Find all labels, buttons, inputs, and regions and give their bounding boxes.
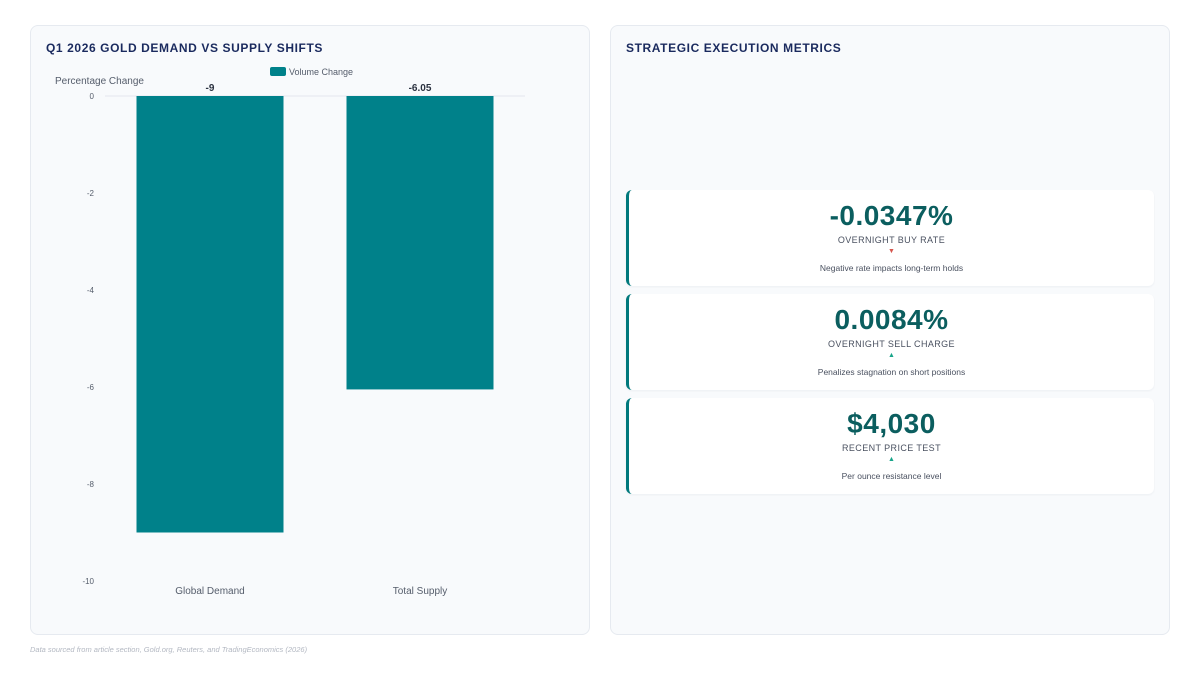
metric-card-sell-charge: 0.0084% OVERNIGHT SELL CHARGE ▲ Penalize… [626, 294, 1154, 390]
x-tick-label: Total Supply [393, 586, 447, 597]
metric-value: $4,030 [847, 408, 936, 439]
trend-down-icon: ▼ [888, 248, 895, 255]
bar [346, 96, 494, 390]
bar-chart: Percentage Change 0 -2 -4 -6 -8 -10 Volume Chan… [55, 67, 525, 597]
bar [136, 96, 284, 533]
trend-up-icon: ▲ [888, 352, 895, 359]
legend-swatch [270, 67, 286, 76]
y-tick-label: 0 [90, 92, 95, 101]
y-axis-title: Percentage Change [55, 76, 144, 87]
legend-label: Volume Change [289, 67, 353, 77]
metric-cards: -0.0347% OVERNIGHT BUY RATE ▼ Negative r… [626, 190, 1154, 502]
y-tick-label: -6 [87, 383, 95, 392]
metric-note: Negative rate impacts long-term holds [819, 263, 964, 273]
source-footnote: Data sourced from article section, Gold.… [30, 645, 308, 654]
data-label: -6.05 [409, 83, 432, 94]
metric-label: OVERNIGHT BUY RATE [837, 235, 946, 245]
chart-panel: Q1 2026 GOLD DEMAND VS SUPPLY SHIFTS Per… [30, 25, 590, 635]
x-tick-label: Global Demand [175, 586, 244, 597]
metric-note: Penalizes stagnation on short positions [817, 367, 966, 377]
y-tick-label: -2 [87, 189, 95, 198]
trend-up-icon: ▲ [888, 456, 895, 463]
y-tick-label: -10 [82, 577, 94, 586]
data-label: -9 [206, 83, 215, 94]
y-tick-label: -4 [87, 286, 95, 295]
metrics-panel: STRATEGIC EXECUTION METRICS -0.0347% OVE… [610, 25, 1170, 635]
metric-label: OVERNIGHT SELL CHARGE [828, 339, 955, 349]
metric-note: Per ounce resistance level [841, 471, 942, 481]
metric-card-price-test: $4,030 RECENT PRICE TEST ▲ Per ounce res… [626, 398, 1154, 494]
metric-value: 0.0084% [834, 304, 949, 335]
metrics-title: STRATEGIC EXECUTION METRICS [626, 41, 842, 55]
chart-title: Q1 2026 GOLD DEMAND VS SUPPLY SHIFTS [46, 41, 324, 55]
metric-label: RECENT PRICE TEST [842, 443, 941, 453]
metric-value: -0.0347% [829, 200, 954, 231]
metric-card-buy-rate: -0.0347% OVERNIGHT BUY RATE ▼ Negative r… [626, 190, 1154, 286]
y-tick-label: -8 [87, 480, 95, 489]
